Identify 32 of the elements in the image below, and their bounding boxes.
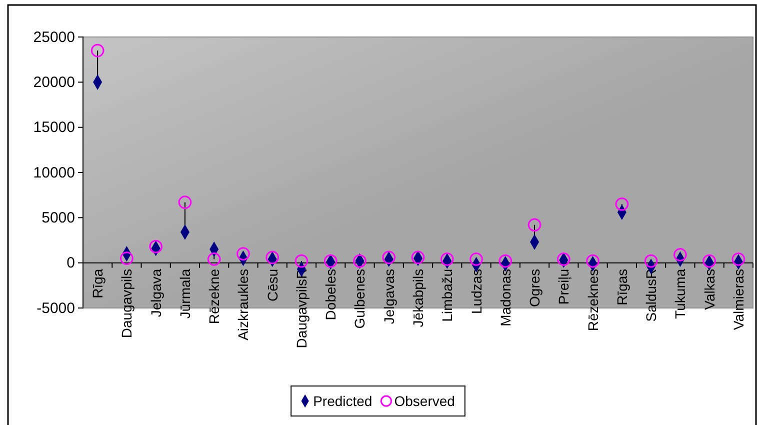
x-tick-label: Valmieras bbox=[730, 268, 746, 330]
x-tick-label: Preiļu bbox=[556, 268, 572, 305]
x-tick-label: DaugavpilsR bbox=[293, 268, 310, 348]
x-tick-label: Jelgava bbox=[148, 268, 164, 318]
x-tick-label: Tukuma bbox=[672, 268, 688, 319]
x-tick-label: Jelgavas bbox=[380, 268, 397, 324]
x-tick-label: Rēzeknes bbox=[584, 268, 601, 332]
legend-label: Predicted bbox=[313, 393, 372, 409]
y-tick-label: 5000 bbox=[42, 209, 75, 226]
x-tick-label: Dobeles bbox=[322, 268, 339, 320]
y-tick-label: 10000 bbox=[33, 164, 75, 182]
x-tick-label: SaldusR bbox=[643, 268, 660, 322]
x-tick-label: Valkas bbox=[701, 268, 718, 310]
x-tick-label: Ogres bbox=[526, 268, 543, 307]
x-tick-label: Rīga bbox=[90, 268, 106, 298]
x-tick-label: Gulbenes bbox=[352, 268, 368, 329]
x-tick-label: Jūrmala bbox=[176, 268, 193, 319]
x-tick-label: Jēkabpils bbox=[410, 268, 426, 328]
x-tick-label: Rīgas bbox=[614, 268, 630, 306]
y-tick-label: 20000 bbox=[33, 74, 75, 91]
y-tick-label: 25000 bbox=[33, 28, 75, 46]
x-tick-label: Cēsu bbox=[264, 268, 280, 302]
x-tick-label: Ludzas bbox=[468, 268, 484, 314]
x-tick-label: Rēzekne bbox=[206, 268, 222, 324]
x-tick-label: Aizkraukles bbox=[235, 268, 252, 340]
y-tick-label: -5000 bbox=[36, 300, 75, 317]
legend-label: Observed bbox=[394, 393, 455, 409]
y-tick-label: 0 bbox=[66, 254, 75, 272]
x-tick-label: Madonas bbox=[497, 268, 514, 326]
y-tick-label: 15000 bbox=[33, 119, 75, 136]
x-tick-label: Daugavpils bbox=[118, 268, 135, 338]
x-tick-label: Limbažu bbox=[439, 268, 456, 322]
